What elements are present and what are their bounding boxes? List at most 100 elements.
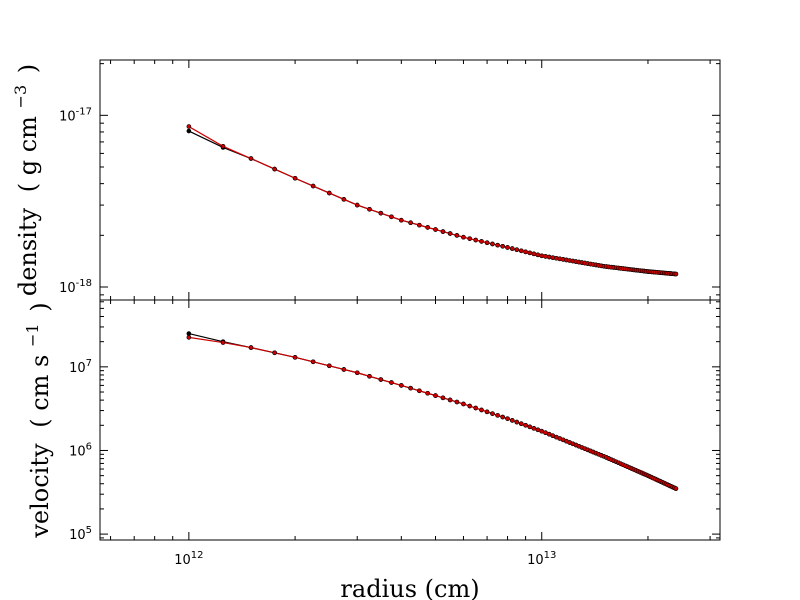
velocity-data-point [341,367,347,372]
density-data-point [539,253,545,259]
density-data-point [447,231,453,236]
velocity-data-point [461,401,466,407]
velocity-data-point [447,397,453,403]
velocity-y-tick-label: 106 [69,441,92,459]
density-data-point [484,240,490,245]
velocity-y-tick-label: 107 [69,358,92,376]
density-data-point [461,234,466,240]
tick-base: 10 [527,553,544,568]
density-ylabel-open: ( [14,183,42,192]
density-data-point [535,252,541,258]
velocity-data-point [467,403,473,409]
velocity-ylabel-unit: cm s [26,355,54,411]
velocity-ylabel-sup: −1 [23,323,42,347]
velocity-data-point [514,419,520,425]
tick-base: 10 [69,444,86,459]
velocity-data-point [523,422,528,428]
velocity-data-point [354,370,360,376]
velocity-data-point [186,331,192,336]
density-data-point [527,250,533,256]
velocity-data-point [292,355,298,360]
velocity-data-point [378,377,384,382]
velocity-plot-frame [99,299,721,541]
tick-base: 10 [69,528,86,543]
density-data-point [473,237,479,243]
velocity-series-1-markers [186,335,679,491]
density-data-point [389,214,394,220]
tick-exponent: 7 [86,358,92,369]
density-data-point [310,183,316,189]
velocity-minor-ticks [100,300,720,540]
density-data-point [479,239,484,244]
velocity-data-point [310,359,316,365]
radius-x-axis-label: radius (cm) [340,575,479,600]
density-data-point [341,197,347,202]
velocity-data-point [500,414,505,420]
density-series [186,124,679,277]
density-data-point [454,233,460,238]
velocity-major-ticks [100,300,720,540]
velocity-data-point [484,409,490,415]
density-data-point [326,190,332,196]
velocity-data-point [248,345,254,350]
density-data-point [272,166,277,172]
tick-exponent: 5 [86,525,92,536]
velocity-y-tick-label: 105 [69,525,92,543]
velocity-series [186,331,679,491]
velocity-series-0-line [188,332,677,490]
density-y-tick-label: 10-17 [59,106,92,124]
tick-base: 10 [174,553,191,568]
radius-x-tick-label: 1012 [174,550,203,568]
velocity-data-point [425,390,430,396]
density-data-point [673,271,679,277]
tick-base: 10 [59,281,76,296]
velocity-data-point [272,350,277,356]
velocity-data-point [473,405,479,411]
density-data-point [292,175,298,181]
density-data-point [399,217,404,223]
velocity-data-point [535,427,541,433]
velocity-data-point [673,486,679,491]
density-data-point [248,156,254,161]
radius-x-tick-labels: 1012 1013 [174,550,556,568]
density-ylabel-unit: g cm [14,116,42,175]
velocity-data-point [440,395,446,401]
density-data-point [505,245,510,250]
tick-base: 10 [59,109,76,124]
tick-exponent: -17 [76,106,92,117]
density-data-point [500,244,505,249]
velocity-data-point [490,411,495,416]
density-ylabel-main: density [14,208,42,297]
velocity-data-point [495,413,500,418]
density-y-tick-label: 10-18 [59,278,92,296]
density-y-axis-label: density ( g cm −3 ) [4,64,42,296]
velocity-data-point [367,373,372,379]
tick-base: 10 [69,361,86,376]
velocity-data-point [399,383,404,388]
density-data-point [543,254,548,259]
density-plot-frame [99,59,721,301]
velocity-data-point [433,393,438,398]
velocity-data-point [509,418,515,423]
density-minor-ticks [100,60,720,300]
velocity-data-point [531,426,537,431]
velocity-data-point [527,424,533,430]
density-data-point [518,248,524,254]
density-series-1-markers [186,124,679,277]
velocity-data-point [518,421,524,427]
density-series-0-markers [186,128,679,277]
radius-x-tick-label: 1013 [527,550,556,568]
density-ylabel-close: ) [14,64,42,73]
density-data-point [495,242,500,248]
density-data-point [433,227,438,232]
velocity-ylabel-close: ) [26,302,54,311]
density-ylabel-sup: −3 [11,85,30,109]
velocity-y-axis-label: velocity ( cm s −1 ) [16,302,54,538]
tick-exponent: -18 [76,278,92,289]
density-data-point [417,222,422,228]
